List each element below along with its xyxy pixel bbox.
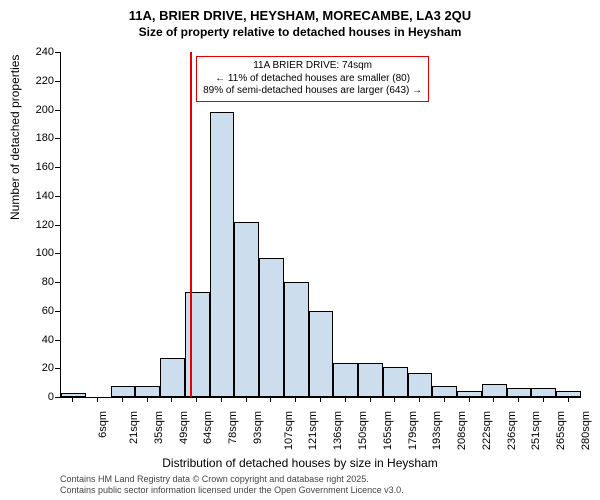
xtick-mark bbox=[568, 397, 569, 402]
histogram-bar bbox=[234, 222, 259, 397]
xtick-mark bbox=[196, 397, 197, 402]
info-box: 11A BRIER DRIVE: 74sqm ← 11% of detached… bbox=[196, 56, 429, 102]
xtick-mark bbox=[147, 397, 148, 402]
xtick-mark bbox=[444, 397, 445, 402]
xtick-mark bbox=[171, 397, 172, 402]
histogram-bar bbox=[408, 373, 433, 397]
xtick-label: 136sqm bbox=[332, 411, 344, 450]
histogram-bar bbox=[383, 367, 408, 397]
histogram-bar bbox=[457, 391, 482, 397]
ytick-label: 0 bbox=[24, 391, 54, 403]
histogram-bar bbox=[111, 386, 136, 398]
ytick-label: 240 bbox=[24, 46, 54, 58]
ytick-label: 200 bbox=[24, 104, 54, 116]
histogram-bar bbox=[185, 292, 210, 397]
xtick-label: 121sqm bbox=[308, 411, 320, 450]
histogram-bar bbox=[556, 391, 581, 397]
xtick-label: 93sqm bbox=[252, 411, 264, 444]
xtick-label: 280sqm bbox=[580, 411, 592, 450]
xtick-label: 21sqm bbox=[128, 411, 140, 444]
histogram-bar bbox=[160, 358, 185, 397]
xtick-label: 107sqm bbox=[283, 411, 295, 450]
ytick-label: 180 bbox=[24, 132, 54, 144]
histogram-bar bbox=[210, 112, 235, 397]
histogram-bar bbox=[432, 386, 457, 398]
ytick-label: 120 bbox=[24, 219, 54, 231]
xtick-label: 78sqm bbox=[227, 411, 239, 444]
xtick-mark bbox=[72, 397, 73, 402]
ytick-label: 100 bbox=[24, 247, 54, 259]
xtick-mark bbox=[493, 397, 494, 402]
xtick-mark bbox=[320, 397, 321, 402]
histogram-bar bbox=[135, 386, 160, 398]
xtick-mark bbox=[394, 397, 395, 402]
y-axis-label: Number of detached properties bbox=[8, 55, 22, 220]
xtick-label: 49sqm bbox=[178, 411, 190, 444]
ytick-label: 60 bbox=[24, 305, 54, 317]
xtick-label: 179sqm bbox=[407, 411, 419, 450]
ytick-label: 140 bbox=[24, 190, 54, 202]
xtick-mark bbox=[270, 397, 271, 402]
ytick-label: 20 bbox=[24, 362, 54, 374]
xtick-label: 35sqm bbox=[153, 411, 165, 444]
xtick-mark bbox=[221, 397, 222, 402]
histogram-bar bbox=[333, 363, 358, 398]
histogram-bar bbox=[358, 363, 383, 398]
reference-line bbox=[190, 52, 192, 397]
xtick-mark bbox=[246, 397, 247, 402]
xtick-label: 251sqm bbox=[530, 411, 542, 450]
xtick-mark bbox=[469, 397, 470, 402]
chart-container: 11A, BRIER DRIVE, HEYSHAM, MORECAMBE, LA… bbox=[0, 0, 600, 500]
xtick-label: 222sqm bbox=[481, 411, 493, 450]
credits: Contains HM Land Registry data © Crown c… bbox=[60, 474, 404, 496]
xtick-label: 6sqm bbox=[97, 411, 109, 438]
info-line-2: ← 11% of detached houses are smaller (80… bbox=[203, 73, 422, 86]
xtick-label: 193sqm bbox=[431, 411, 443, 450]
xtick-mark bbox=[518, 397, 519, 402]
plot-area: 11A BRIER DRIVE: 74sqm ← 11% of detached… bbox=[60, 52, 581, 398]
xtick-mark bbox=[295, 397, 296, 402]
xtick-label: 208sqm bbox=[456, 411, 468, 450]
x-axis-label: Distribution of detached houses by size … bbox=[0, 456, 600, 470]
ytick-label: 80 bbox=[24, 276, 54, 288]
chart-subtitle: Size of property relative to detached ho… bbox=[0, 25, 600, 41]
histogram-bar bbox=[61, 393, 86, 397]
xtick-mark bbox=[97, 397, 98, 402]
xtick-label: 165sqm bbox=[382, 411, 394, 450]
histogram-bar bbox=[284, 282, 309, 397]
xtick-mark bbox=[345, 397, 346, 402]
xtick-label: 64sqm bbox=[202, 411, 214, 444]
ytick-label: 220 bbox=[24, 75, 54, 87]
xtick-label: 236sqm bbox=[506, 411, 518, 450]
histogram-bar bbox=[482, 384, 507, 397]
ytick-label: 160 bbox=[24, 161, 54, 173]
chart-title: 11A, BRIER DRIVE, HEYSHAM, MORECAMBE, LA… bbox=[0, 0, 600, 25]
credits-line-1: Contains HM Land Registry data © Crown c… bbox=[60, 474, 404, 485]
histogram-bar bbox=[531, 388, 556, 397]
histogram-bar bbox=[259, 258, 284, 397]
xtick-mark bbox=[419, 397, 420, 402]
xtick-mark bbox=[370, 397, 371, 402]
xtick-mark bbox=[543, 397, 544, 402]
xtick-label: 265sqm bbox=[555, 411, 567, 450]
xtick-label: 150sqm bbox=[357, 411, 369, 450]
xtick-mark bbox=[122, 397, 123, 402]
credits-line-2: Contains public sector information licen… bbox=[60, 485, 404, 496]
ytick-label: 40 bbox=[24, 334, 54, 346]
info-line-1: 11A BRIER DRIVE: 74sqm bbox=[203, 60, 422, 73]
histogram-bar bbox=[507, 388, 532, 397]
histogram-bar bbox=[309, 311, 334, 397]
info-line-3: 89% of semi-detached houses are larger (… bbox=[203, 85, 422, 98]
